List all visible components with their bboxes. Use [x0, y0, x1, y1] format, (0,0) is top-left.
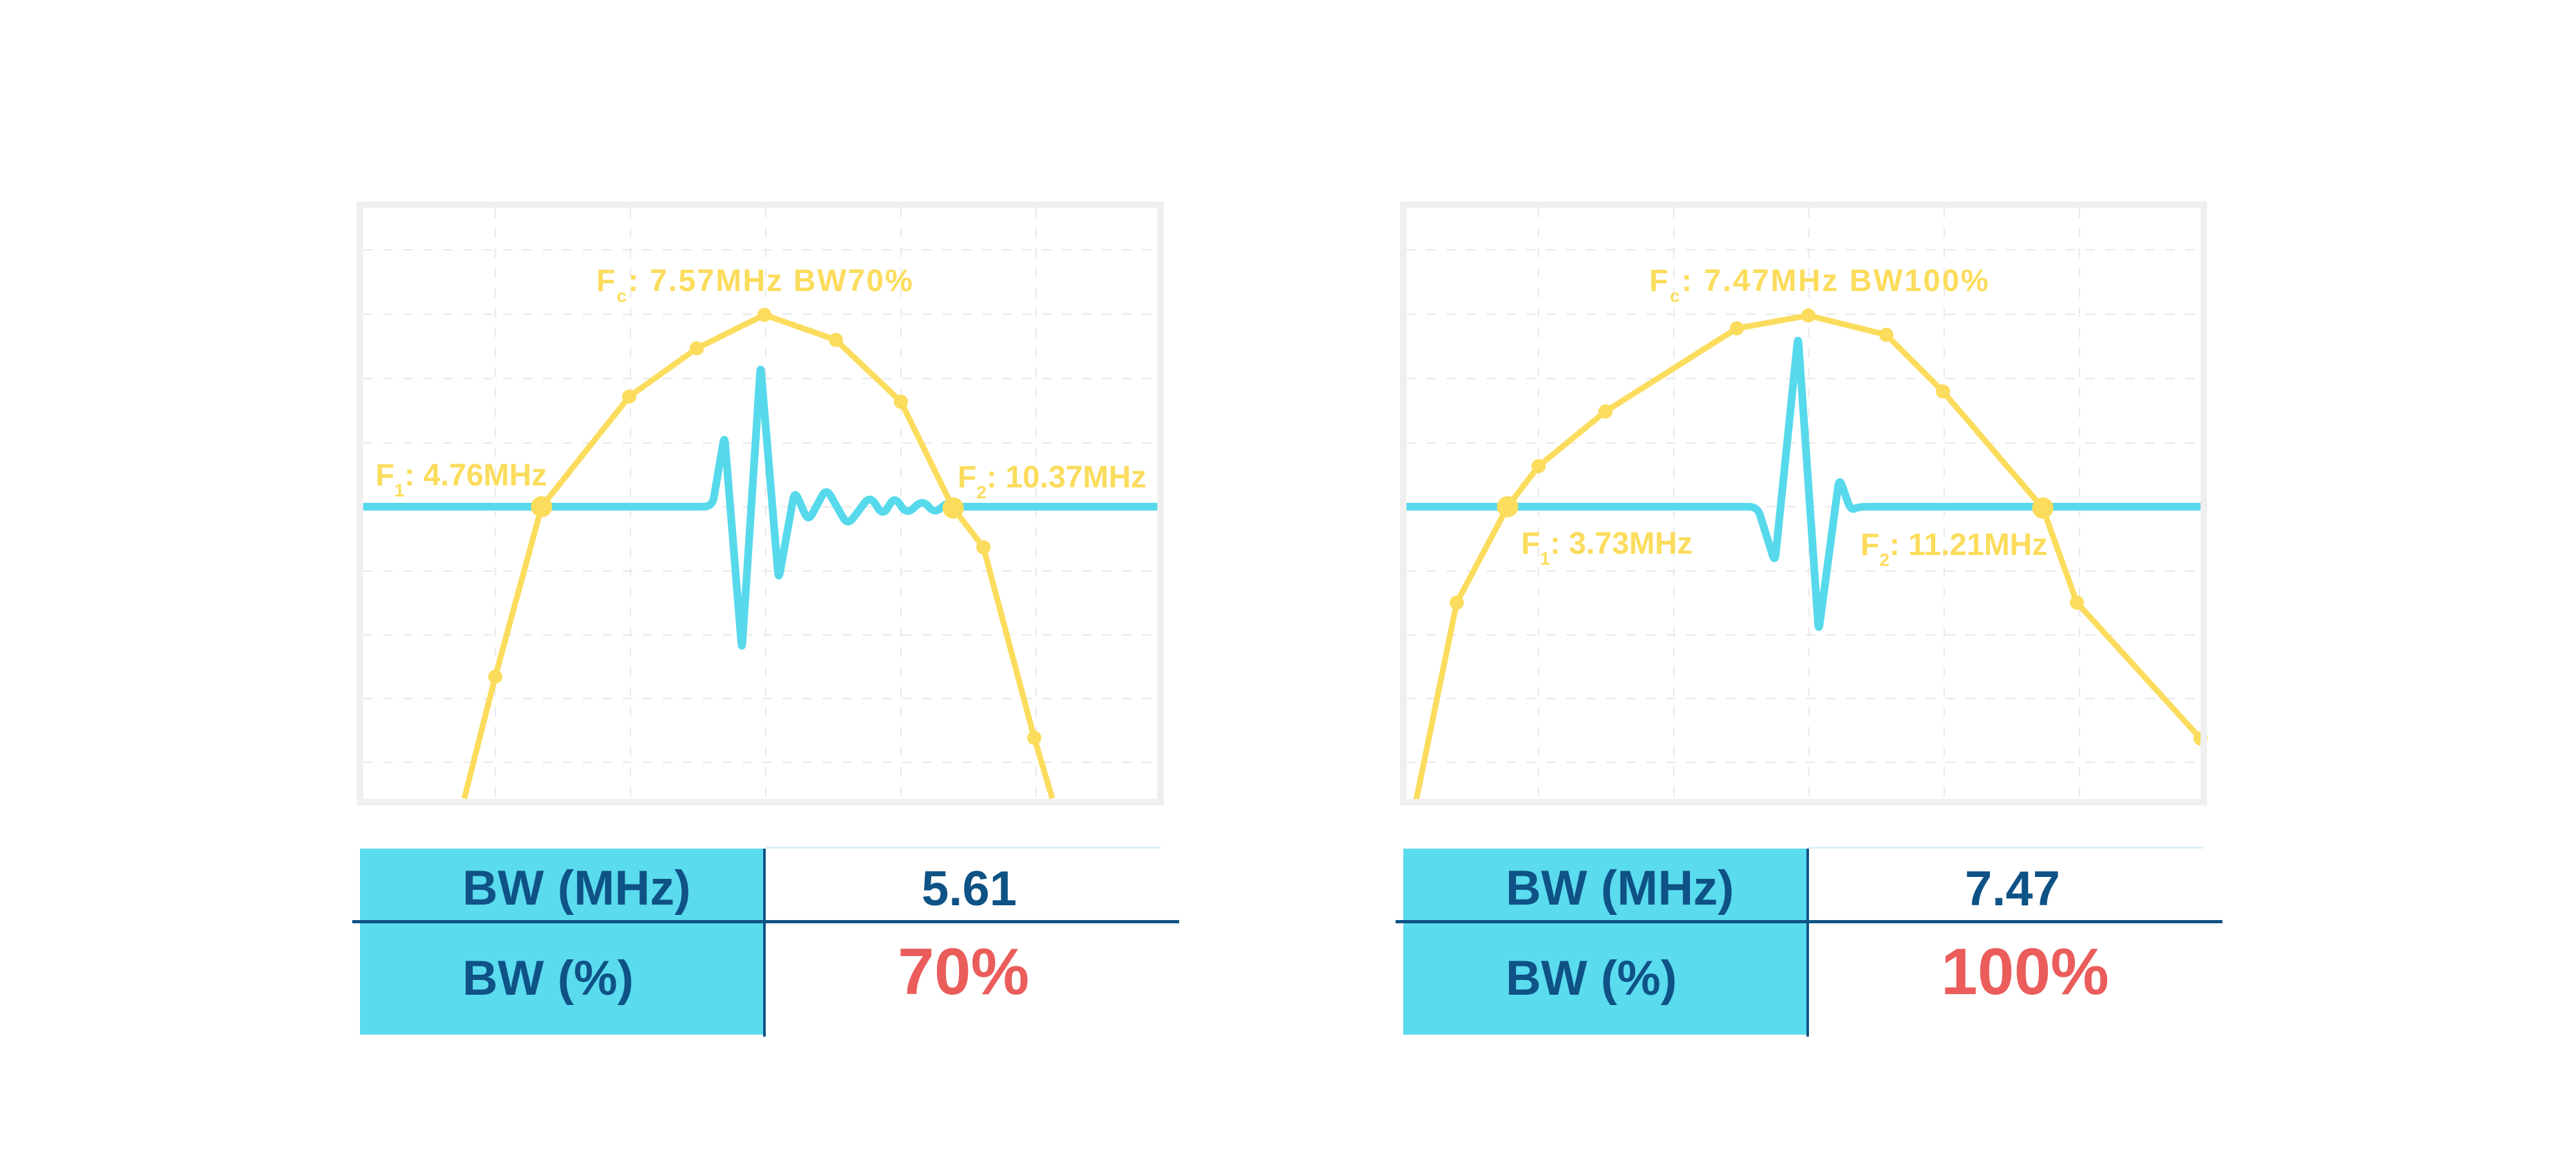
chart-right: Fc: 7.47MHz BW100%F1: 3.73MHz F2: 11.21MH…	[1400, 202, 2208, 805]
marker-dot-right	[1531, 459, 1546, 473]
label-text: : 4.76MHz	[404, 458, 547, 493]
label-text: : 10.37MHz	[987, 460, 1146, 494]
marker-dot-left	[976, 540, 990, 554]
label-text: : 7.57MHz BW70%	[628, 264, 914, 298]
label-f2-left: F2: 10.37MHz	[958, 460, 1146, 502]
tables-layer: BW (MHz) 5.61 BW (%) 70% BW (MHz) 7.47 BW (%) 1…	[352, 847, 2222, 1037]
chart-frame-left	[357, 202, 1164, 805]
table-row-label-left-1: BW (%)	[462, 951, 634, 1006]
marker-dot-right	[1730, 321, 1744, 335]
table-col-divider-left	[763, 849, 766, 1037]
table-left: BW (MHz) 5.61 BW (%) 70%	[352, 847, 1179, 1037]
label-text: F	[596, 264, 617, 298]
label-fc-left: Fc: 7.57MHz BW70%	[596, 264, 914, 306]
table-row-label-right-0: BW (MHz)	[1506, 861, 1734, 916]
label-subscript: c	[1670, 286, 1681, 306]
marker-dot-right	[1936, 384, 1950, 399]
label-text: F	[958, 460, 976, 494]
table-col-divider-right	[1806, 849, 1809, 1037]
marker-dot-left	[690, 341, 704, 355]
table-row-value-left-1: 70%	[898, 935, 1029, 1008]
marker-dot-right	[1879, 328, 1893, 342]
marker-dot-left	[622, 390, 636, 404]
marker-dot-right	[1450, 596, 1464, 610]
table-row-value-right-1: 100%	[1941, 935, 2109, 1008]
label-text: F	[375, 458, 394, 493]
marker-dot-big-left	[531, 496, 553, 518]
label-subscript: 2	[1879, 550, 1889, 570]
spectrum-curve-left	[461, 312, 1056, 799]
table-row-value-right-0: 7.47	[1965, 861, 2060, 916]
table-label-cell-left	[360, 849, 763, 1035]
table-row-divider-left	[352, 920, 1179, 923]
label-text: F	[1521, 527, 1540, 561]
marker-dot-left	[894, 395, 908, 409]
pulse-waveform-left	[363, 366, 1157, 650]
table-top-border-right	[1809, 847, 2204, 849]
label-fc-right: Fc: 7.47MHz BW100%	[1649, 264, 1990, 306]
label-text: : 11.21MHz	[1889, 528, 2047, 562]
label-subscript: c	[617, 286, 629, 306]
label-subscript: 2	[976, 482, 987, 502]
spectrum-markers-left	[488, 308, 1041, 745]
table-label-cell-right	[1403, 849, 1806, 1035]
label-f1-left: F1: 4.76MHz	[375, 458, 547, 500]
label-text: F	[1861, 528, 1879, 562]
marker-dot-big-right	[2032, 497, 2054, 519]
marker-dot-left	[1027, 731, 1041, 745]
pulse-waveform-right	[1406, 336, 2201, 632]
label-text: F	[1649, 264, 1670, 298]
charts-layer: Fc: 7.57MHz BW70%F1: 4.76MHz F2: 10.37MHz…	[357, 202, 2208, 805]
marker-dot-big-right	[1497, 496, 1519, 518]
marker-dot-right	[1801, 308, 1815, 323]
label-subscript: 1	[1540, 549, 1550, 569]
table-top-border-left	[766, 847, 1160, 849]
label-text: : 3.73MHz	[1550, 527, 1692, 561]
chart-left: Fc: 7.57MHz BW70%F1: 4.76MHz F2: 10.37MHz	[357, 202, 1164, 805]
marker-dot-big-left	[942, 497, 964, 519]
marker-dot-left	[757, 308, 772, 322]
chart-frame-right	[1400, 202, 2207, 805]
marker-dot-right	[1598, 404, 1613, 419]
label-text: : 7.47MHz BW100%	[1681, 264, 1990, 298]
table-row-value-left-0: 5.61	[922, 861, 1017, 916]
table-row-divider-right	[1396, 920, 2222, 923]
spectrum-curve-right	[1413, 312, 2201, 799]
label-f2-right: F2: 11.21MHz	[1861, 528, 2047, 570]
table-row-label-left-0: BW (MHz)	[462, 861, 691, 916]
marker-dot-right	[2070, 596, 2084, 610]
marker-dot-left	[488, 670, 502, 684]
label-subscript: 1	[394, 480, 404, 500]
label-f1-right: F1: 3.73MHz	[1521, 527, 1692, 569]
table-right: BW (MHz) 7.47 BW (%) 100%	[1396, 847, 2222, 1037]
table-row-label-right-1: BW (%)	[1506, 951, 1677, 1006]
marker-dot-left	[829, 333, 843, 347]
